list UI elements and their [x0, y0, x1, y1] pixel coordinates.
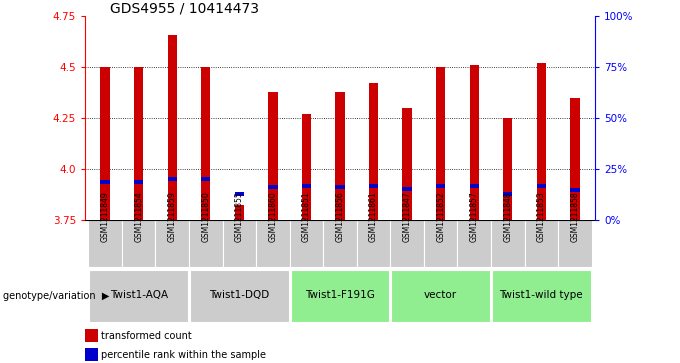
Bar [268, 91, 277, 220]
Bar [369, 83, 378, 220]
Bar [85, 348, 98, 361]
FancyBboxPatch shape [391, 270, 490, 322]
Bar [436, 184, 445, 188]
FancyBboxPatch shape [558, 220, 592, 267]
Bar [235, 205, 244, 220]
Bar [436, 67, 445, 220]
FancyBboxPatch shape [89, 270, 188, 322]
Bar [235, 192, 244, 196]
FancyBboxPatch shape [492, 270, 591, 322]
Text: GSM1211856: GSM1211856 [335, 192, 345, 242]
Bar [302, 184, 311, 188]
Text: GSM1211847: GSM1211847 [403, 192, 411, 242]
Bar [201, 67, 211, 220]
FancyBboxPatch shape [290, 220, 323, 267]
Bar [403, 187, 412, 191]
FancyBboxPatch shape [390, 220, 424, 267]
FancyBboxPatch shape [190, 270, 289, 322]
FancyBboxPatch shape [189, 220, 222, 267]
Text: transformed count: transformed count [101, 331, 192, 340]
FancyBboxPatch shape [256, 220, 290, 267]
FancyBboxPatch shape [290, 270, 390, 322]
Bar [268, 185, 277, 189]
Text: Twist1-F191G: Twist1-F191G [305, 290, 375, 300]
Text: GSM1211853: GSM1211853 [537, 192, 546, 242]
FancyBboxPatch shape [156, 220, 189, 267]
Bar [335, 185, 345, 189]
Bar [134, 180, 143, 184]
Text: GSM1211852: GSM1211852 [436, 192, 445, 242]
FancyBboxPatch shape [357, 220, 390, 267]
Bar [537, 184, 546, 188]
Bar [101, 67, 110, 220]
Bar [403, 108, 412, 220]
Bar [369, 184, 378, 188]
Bar [335, 91, 345, 220]
FancyBboxPatch shape [122, 220, 156, 267]
Bar [302, 114, 311, 220]
Text: GSM1211859: GSM1211859 [168, 192, 177, 242]
Bar [201, 177, 211, 181]
Bar [85, 329, 98, 342]
FancyBboxPatch shape [222, 220, 256, 267]
Text: vector: vector [424, 290, 457, 300]
Bar [537, 63, 546, 220]
Text: GSM1211848: GSM1211848 [503, 192, 512, 242]
Text: GSM1211858: GSM1211858 [571, 192, 579, 242]
Text: Twist1-wild type: Twist1-wild type [500, 290, 583, 300]
FancyBboxPatch shape [491, 220, 524, 267]
Bar [570, 98, 579, 220]
Bar [570, 188, 579, 192]
Text: GSM1211854: GSM1211854 [134, 192, 143, 242]
Bar [503, 118, 513, 220]
Bar [469, 65, 479, 220]
Text: GSM1211851: GSM1211851 [302, 192, 311, 242]
Text: Twist1-AQA: Twist1-AQA [109, 290, 168, 300]
Bar [469, 184, 479, 188]
FancyBboxPatch shape [524, 220, 558, 267]
Text: GSM1211861: GSM1211861 [369, 192, 378, 242]
Bar [167, 177, 177, 181]
FancyBboxPatch shape [88, 220, 122, 267]
Bar [101, 180, 110, 184]
Text: Twist1-DQD: Twist1-DQD [209, 290, 269, 300]
FancyBboxPatch shape [458, 220, 491, 267]
Text: percentile rank within the sample: percentile rank within the sample [101, 350, 267, 360]
Text: GSM1211850: GSM1211850 [201, 192, 210, 242]
Text: GSM1211855: GSM1211855 [235, 192, 244, 242]
Bar [134, 67, 143, 220]
Text: GDS4955 / 10414473: GDS4955 / 10414473 [110, 1, 260, 15]
Bar [167, 34, 177, 220]
Text: GSM1211860: GSM1211860 [269, 192, 277, 242]
Text: GSM1211849: GSM1211849 [101, 192, 109, 242]
FancyBboxPatch shape [424, 220, 458, 267]
Text: GSM1211857: GSM1211857 [470, 192, 479, 242]
FancyBboxPatch shape [323, 220, 357, 267]
Text: genotype/variation  ▶: genotype/variation ▶ [3, 291, 109, 301]
Bar [503, 192, 513, 196]
